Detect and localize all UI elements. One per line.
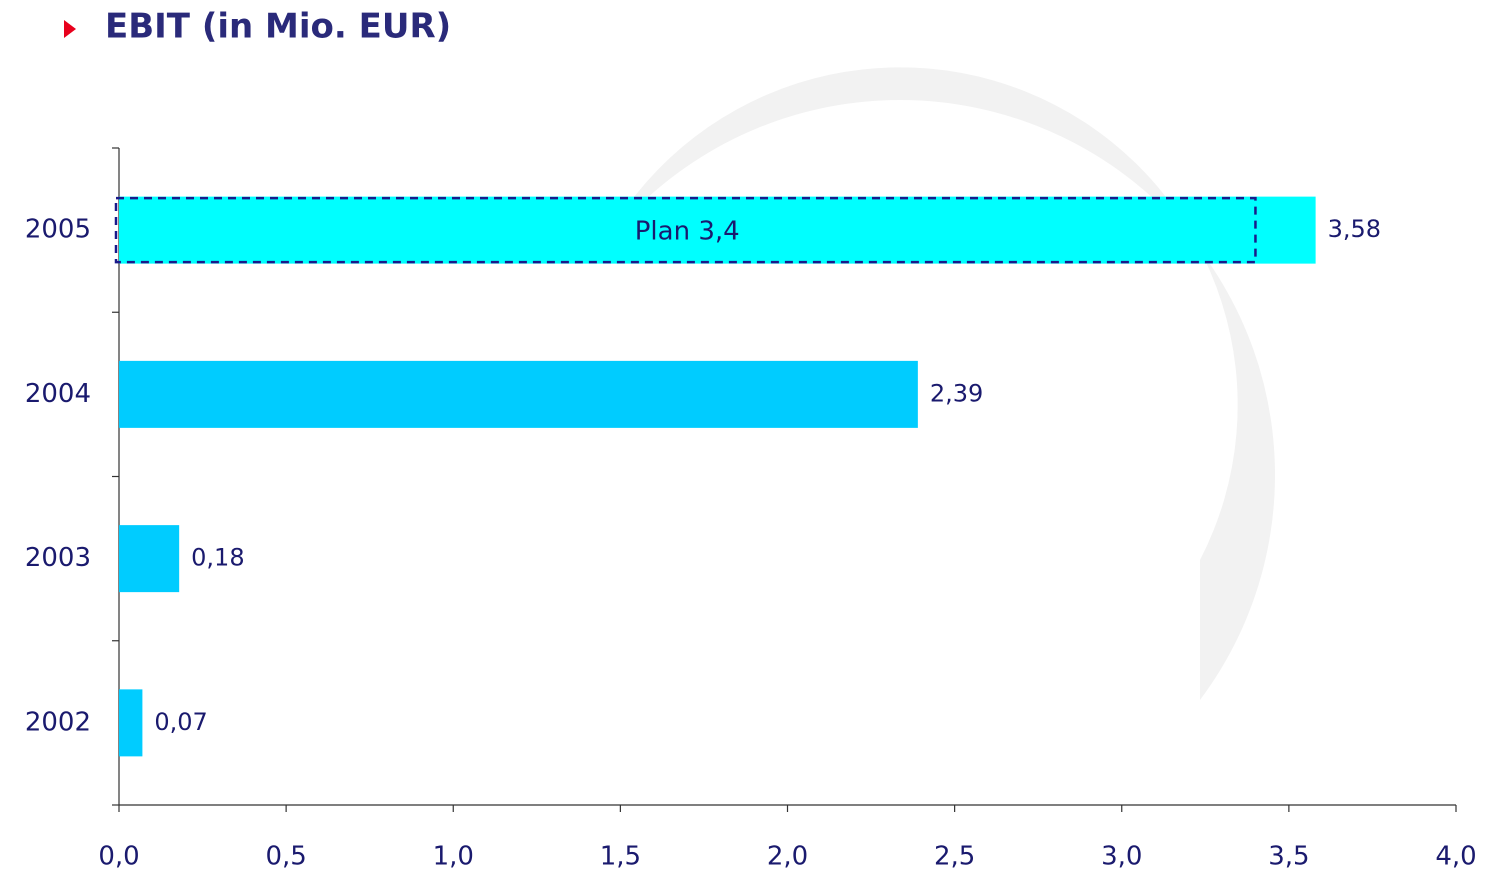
y-tick-label: 2002 [25, 707, 91, 737]
bar [119, 360, 918, 428]
x-tick-label: 3,5 [1268, 842, 1309, 872]
value-label: 2,39 [930, 379, 983, 407]
value-label: 0,18 [191, 544, 244, 572]
bar [119, 196, 1316, 264]
x-tick-label: 2,0 [767, 842, 808, 872]
x-tick-label: 3,0 [1101, 842, 1142, 872]
bar [119, 525, 180, 593]
x-tick-label: 0,0 [98, 842, 139, 872]
bar [119, 689, 143, 757]
y-tick-label: 2003 [25, 543, 91, 573]
value-label: 0,07 [154, 708, 207, 736]
value-label: 3,58 [1328, 215, 1381, 243]
x-tick-label: 2,5 [934, 842, 975, 872]
x-tick-label: 1,5 [600, 842, 641, 872]
y-tick-label: 2005 [25, 215, 91, 245]
watermark [600, 67, 1276, 700]
y-tick-label: 2004 [25, 379, 91, 409]
x-tick-label: 1,0 [433, 842, 474, 872]
chart-title: EBIT (in Mio. EUR) [105, 7, 451, 47]
x-tick-label: 4,0 [1435, 842, 1476, 872]
title-marker [64, 20, 76, 38]
x-tick-label: 0,5 [265, 842, 306, 872]
plan-label: Plan 3,4 [635, 217, 740, 247]
